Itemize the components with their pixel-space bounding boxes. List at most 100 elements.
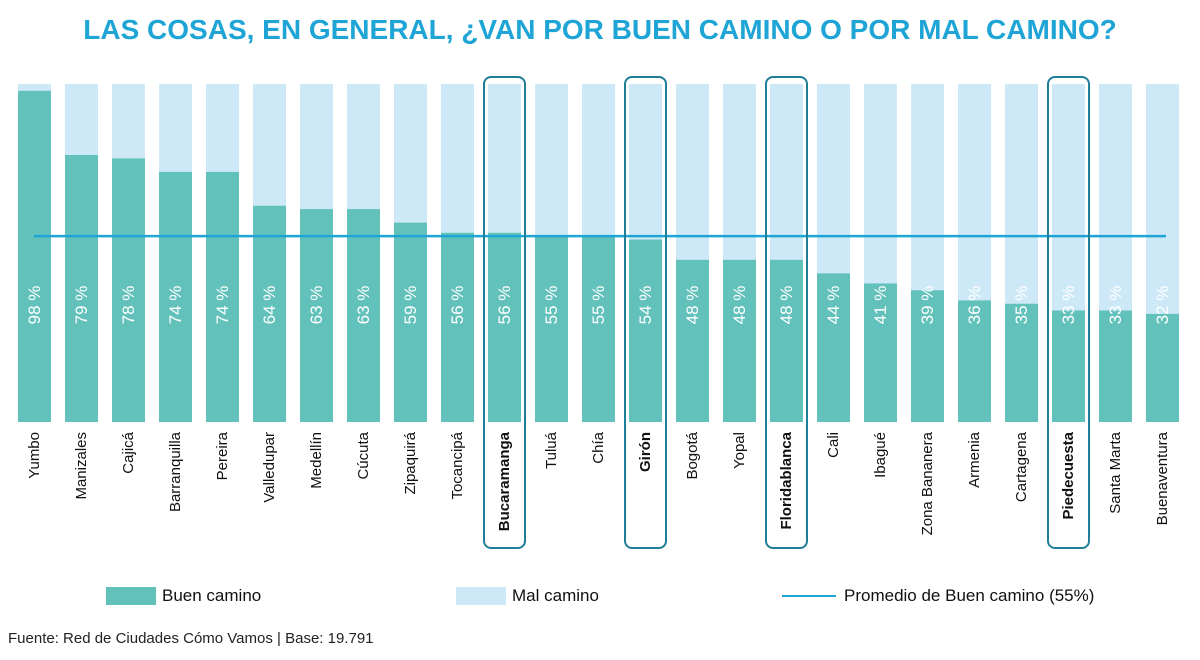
data-label-21: 35 % xyxy=(1012,286,1031,325)
bar-mal-11 xyxy=(535,84,568,237)
bar-buen-5 xyxy=(253,205,286,422)
bar-mal-20 xyxy=(958,84,991,301)
bar-buen-11 xyxy=(535,236,568,422)
legend-swatch-buen xyxy=(106,587,156,605)
bar-mal-4 xyxy=(206,84,239,172)
bar-buen-15 xyxy=(723,259,756,422)
bar-mal-0 xyxy=(18,84,51,91)
bar-mal-12 xyxy=(582,84,615,237)
category-label-7: Cúcuta xyxy=(355,431,372,479)
category-label-19: Zona Bananera xyxy=(919,431,936,535)
category-label-14: Bogotá xyxy=(684,431,701,479)
category-label-15: Yopal xyxy=(731,432,748,469)
legend-item-buen: Buen camino xyxy=(106,585,261,607)
category-label-9: Tocancipá xyxy=(449,431,466,499)
category-label-17: Cali xyxy=(825,432,842,458)
category-label-5: Valledupar xyxy=(261,432,278,503)
data-label-13: 54 % xyxy=(636,286,655,325)
bar-mal-14 xyxy=(676,84,709,260)
highlight-boxes-group xyxy=(483,76,1090,549)
category-label-1: Manizales xyxy=(73,432,90,500)
category-label-12: Chía xyxy=(590,431,607,463)
bar-mal-5 xyxy=(253,84,286,206)
bar-buen-8 xyxy=(394,222,427,422)
bar-buen-16 xyxy=(770,259,803,422)
category-label-20: Armenia xyxy=(966,431,983,488)
bar-buen-1 xyxy=(65,154,98,423)
legend-label-buen: Buen camino xyxy=(162,586,262,605)
category-labels-group: Yumbo Manizales Cajicá Barranquilla Pereira V… xyxy=(26,431,1171,535)
bar-buen-9 xyxy=(441,232,474,422)
category-label-2: Cajicá xyxy=(120,431,137,473)
bar-mal-16 xyxy=(770,84,803,260)
bar-mal-21 xyxy=(1005,84,1038,304)
bar-buen-14 xyxy=(676,259,709,422)
bar-buen-10 xyxy=(488,232,521,422)
bar-mal-15 xyxy=(723,84,756,260)
highlight-box-13 xyxy=(624,76,667,549)
legend-label-mal: Mal camino xyxy=(512,586,599,605)
bar-buen-2 xyxy=(112,158,145,423)
bar-buen-18 xyxy=(864,283,897,422)
category-label-24: Buenaventura xyxy=(1154,431,1171,525)
data-label-2: 78 % xyxy=(119,286,138,325)
data-label-9: 56 % xyxy=(448,286,467,325)
bar-mal-3 xyxy=(159,84,192,172)
data-label-17: 44 % xyxy=(824,286,843,325)
bar-mal-17 xyxy=(817,84,850,274)
data-label-15: 48 % xyxy=(730,286,749,325)
legend-item-mal: Mal camino xyxy=(456,585,599,607)
data-label-20: 36 % xyxy=(965,286,984,325)
category-label-16: Floridablanca xyxy=(778,431,795,529)
category-label-21: Cartagena xyxy=(1013,431,1030,502)
category-label-3: Barranquilla xyxy=(167,431,184,512)
highlight-box-16 xyxy=(765,76,808,549)
category-label-18: Ibagué xyxy=(872,432,889,478)
bar-mal-2 xyxy=(112,84,145,159)
highlight-box-22 xyxy=(1047,76,1090,549)
bar-buen-12 xyxy=(582,236,615,422)
bar-buen-20 xyxy=(958,300,991,422)
bar-buen-6 xyxy=(300,209,333,422)
bar-mal-22 xyxy=(1052,84,1085,311)
legend-label-average: Promedio de Buen camino (55%) xyxy=(844,586,1095,605)
category-label-11: Tuluá xyxy=(543,431,560,469)
category-label-10: Bucaramanga xyxy=(496,431,513,531)
bar-buen-0 xyxy=(18,90,51,422)
category-label-8: Zipaquirá xyxy=(402,431,419,494)
data-label-4: 74 % xyxy=(213,286,232,325)
bar-mal-19 xyxy=(911,84,944,291)
bar-mal-18 xyxy=(864,84,897,284)
data-label-7: 63 % xyxy=(354,286,373,325)
category-label-13: Girón xyxy=(637,432,654,472)
bar-buen-23 xyxy=(1099,310,1132,422)
bar-mal-6 xyxy=(300,84,333,210)
bar-buen-21 xyxy=(1005,303,1038,422)
source-note: Fuente: Red de Ciudades Cómo Vamos | Bas… xyxy=(8,630,374,647)
bar-mal-8 xyxy=(394,84,427,223)
bar-mal-24 xyxy=(1146,84,1179,314)
category-label-22: Piedecuesta xyxy=(1060,431,1077,519)
category-label-6: Medellín xyxy=(308,432,325,489)
highlight-box-10 xyxy=(483,76,526,549)
data-label-23: 33 % xyxy=(1106,286,1125,325)
bar-buen-4 xyxy=(206,171,239,422)
data-label-3: 74 % xyxy=(166,286,185,325)
data-label-16: 48 % xyxy=(777,286,796,325)
bar-buen-17 xyxy=(817,273,850,422)
bars-group xyxy=(18,84,1179,423)
bar-buen-22 xyxy=(1052,310,1085,422)
bar-mal-9 xyxy=(441,84,474,233)
bar-buen-3 xyxy=(159,171,192,422)
bar-mal-13 xyxy=(629,84,662,240)
bar-mal-10 xyxy=(488,84,521,233)
legend-swatch-average xyxy=(782,595,836,597)
data-labels-group: 98 % 79 % 78 % 74 % 74 % 64 % 63 % 63 % 59 % 56 %… xyxy=(25,286,1172,325)
data-label-18: 41 % xyxy=(871,286,890,325)
data-label-1: 79 % xyxy=(72,286,91,325)
bar-buen-19 xyxy=(911,290,944,422)
data-label-14: 48 % xyxy=(683,286,702,325)
data-label-8: 59 % xyxy=(401,286,420,325)
bar-buen-24 xyxy=(1146,313,1179,422)
